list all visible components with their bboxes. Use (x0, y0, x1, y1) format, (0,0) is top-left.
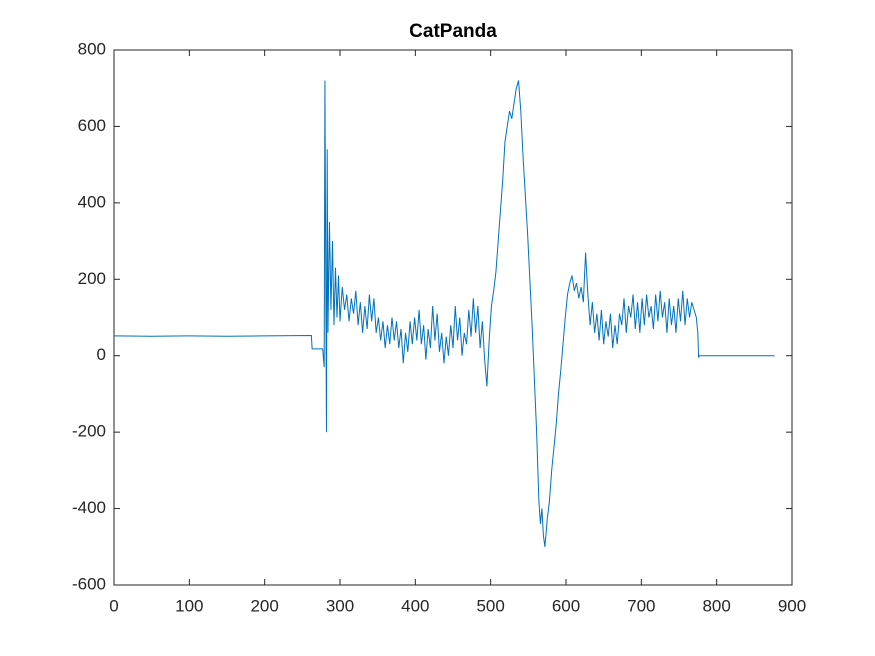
y-tick-label: 0 (97, 345, 106, 364)
x-tick-label: 600 (552, 596, 580, 615)
x-tick-label: 700 (627, 596, 655, 615)
x-tick-label: 300 (326, 596, 354, 615)
y-tick-label: -400 (72, 498, 106, 517)
x-tick-label: 900 (778, 596, 806, 615)
chart-title: CatPanda (409, 21, 497, 42)
y-tick-label: 200 (78, 269, 106, 288)
y-tick-label: 400 (78, 192, 106, 211)
y-tick-label: -200 (72, 422, 106, 441)
x-tick-label: 200 (250, 596, 278, 615)
data-line (113, 80, 775, 547)
plot-box (113, 49, 793, 586)
x-tick-label: 800 (702, 596, 730, 615)
x-tick-label: 500 (476, 596, 504, 615)
x-tick-label: 0 (109, 596, 118, 615)
y-tick-label: 800 (78, 39, 106, 58)
y-tick-label: 600 (78, 116, 106, 135)
y-tick-label: -600 (72, 574, 106, 593)
x-tick-label: 100 (175, 596, 203, 615)
x-tick-label: 400 (401, 596, 429, 615)
